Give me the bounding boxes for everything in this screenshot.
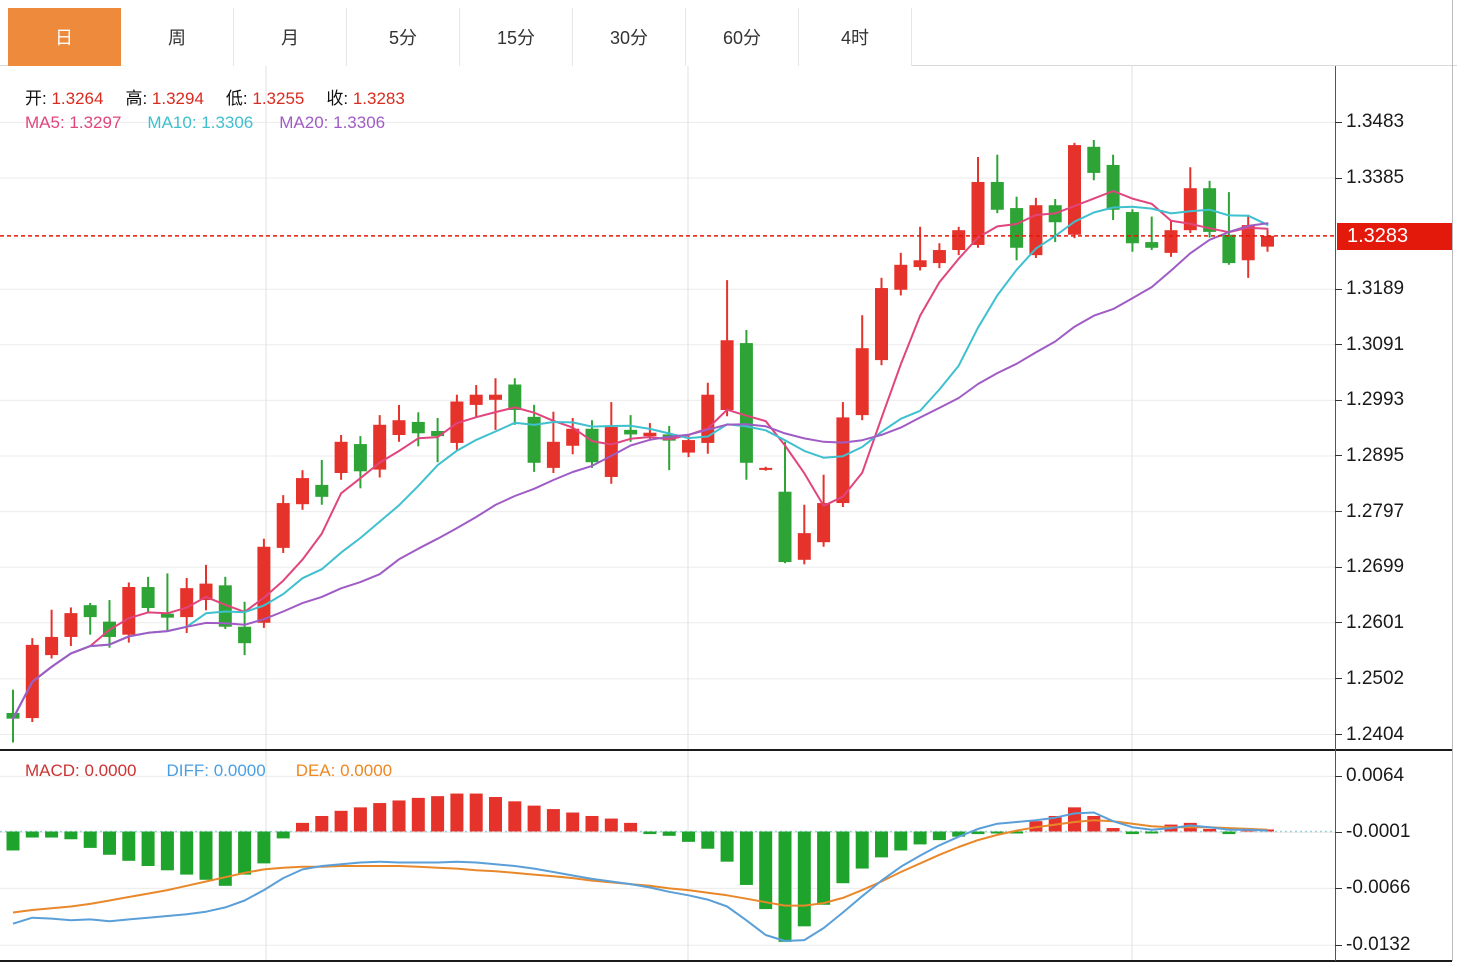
ma-readout: MA5: 1.3297 MA10: 1.3306 MA20: 1.3306 [25,113,411,133]
ohlc-row-open: 开: 1.3264 [25,89,104,108]
ma-row-ma5: MA5: 1.3297 [25,113,122,132]
axis-tick-1.2502: 1.2502 [1335,668,1404,690]
tab-m5[interactable]: 5分 [347,8,460,66]
candlestick-chart[interactable] [0,66,1335,750]
axis-tick-1.2404: 1.2404 [1335,724,1404,746]
axis-tick--0.0066: -0.0066 [1335,877,1410,899]
current-price-tag: 1.3283 [1337,222,1452,250]
axis-tick-1.3385: 1.3385 [1335,167,1404,189]
axis-tick-1.3189: 1.3189 [1335,278,1404,300]
time-axis-strip [0,962,1457,969]
ohlc-row-close: 收: 1.3283 [326,89,405,108]
macd-row-diff: DIFF: 0.0000 [166,761,266,780]
tab-m15[interactable]: 15分 [460,8,573,66]
tab-week[interactable]: 周 [121,8,234,66]
tab-day[interactable]: 日 [8,8,121,66]
ma-row-ma20: MA20: 1.3306 [279,113,386,132]
axis-tick--0.0001: -0.0001 [1335,821,1410,843]
ohlc-row-high: 高: 1.3294 [125,89,204,108]
axis-tick--0.0132: -0.0132 [1335,934,1410,956]
macd-row-dea: DEA: 0.0000 [295,761,393,780]
outer-right-border [1452,0,1453,961]
axis-tick-1.3091: 1.3091 [1335,334,1404,356]
tab-h4[interactable]: 4时 [799,8,912,66]
axis-tick-1.2797: 1.2797 [1335,501,1404,523]
tab-m60[interactable]: 60分 [686,8,799,66]
tab-month[interactable]: 月 [234,8,347,66]
tab-m30[interactable]: 30分 [573,8,686,66]
macd-readout: MACD: 0.0000 DIFF: 0.0000 DEA: 0.0000 [25,761,422,781]
panel-divider [0,749,1452,751]
ohlc-readout: 开: 1.3264 高: 1.3294 低: 1.3255 收: 1.3283 [25,84,427,109]
axis-tick-1.2895: 1.2895 [1335,445,1404,467]
bottom-border [0,960,1452,962]
price-axis-line [1335,66,1336,961]
macd-chart[interactable] [0,750,1335,962]
ma-row-ma10: MA10: 1.3306 [147,113,254,132]
axis-tick-1.2699: 1.2699 [1335,556,1404,578]
axis-tick-1.2601: 1.2601 [1335,612,1404,634]
axis-tick-0.0064: 0.0064 [1335,765,1404,787]
axis-tick-1.2993: 1.2993 [1335,389,1404,411]
timeframe-tabbar: 日周月 5分 15分 30分 60分 4时 [0,0,1457,66]
ohlc-row-low: 低: 1.3255 [225,89,305,108]
macd-row-macd: MACD: 0.0000 [25,761,137,780]
axis-tick-1.3483: 1.3483 [1335,111,1404,133]
